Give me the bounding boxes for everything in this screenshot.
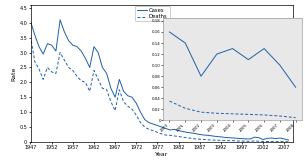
Legend: Cases, Deaths: Cases, Deaths xyxy=(135,6,170,21)
X-axis label: Year: Year xyxy=(155,152,168,157)
Y-axis label: Rate: Rate xyxy=(12,66,16,81)
